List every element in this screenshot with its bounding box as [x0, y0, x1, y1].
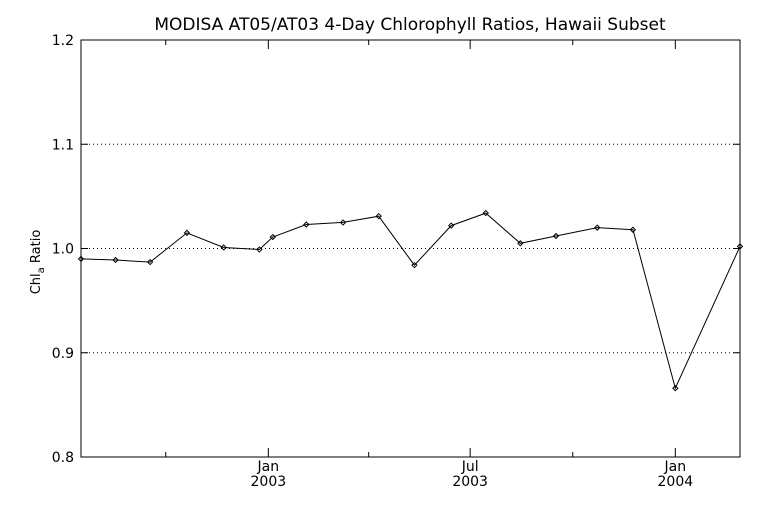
- data-point: [594, 224, 601, 231]
- grid: [81, 143, 740, 354]
- data-point: [517, 240, 524, 247]
- data-point: [303, 221, 310, 228]
- data-point: [220, 244, 227, 251]
- data-point: [552, 232, 560, 240]
- y-tick-label: 1.2: [52, 33, 74, 49]
- x-tick-year-label: 2003: [251, 474, 287, 490]
- data-point: [672, 384, 679, 392]
- data-point: [256, 246, 263, 253]
- y-ticks: 0.8 0.9 1.0 1.1 1.2: [52, 33, 740, 466]
- data-point: [736, 243, 744, 250]
- data-point: [77, 255, 85, 263]
- x-tick-year-label: 2003: [452, 474, 488, 490]
- y-axis-label-main: Chl: [29, 273, 44, 294]
- data-point: [629, 226, 637, 233]
- x-tick-month-label: Jan: [257, 459, 280, 475]
- series: [77, 209, 744, 392]
- y-tick-label: 0.8: [52, 450, 74, 466]
- data-point: [339, 219, 347, 226]
- y-tick-label: 1.1: [52, 137, 74, 153]
- svg-text:Chla Ratio: Chla Ratio: [29, 230, 47, 295]
- data-point: [112, 256, 119, 264]
- x-tick-year-label: 2004: [658, 474, 694, 490]
- chart-title: MODISA AT05/AT03 4-Day Chlorophyll Ratio…: [154, 15, 666, 35]
- y-tick-label: 1.0: [52, 242, 74, 258]
- y-tick-label: 0.9: [52, 346, 74, 362]
- data-point: [482, 209, 489, 217]
- x-tick-month-label: Jan: [664, 459, 687, 475]
- data-point: [375, 212, 382, 220]
- data-point: [146, 258, 154, 266]
- data-point: [183, 229, 191, 237]
- y-axis-label: Chla Ratio: [29, 230, 47, 295]
- y-axis-label-subscript: a: [36, 267, 47, 273]
- data-point: [447, 222, 455, 229]
- data-point: [411, 261, 418, 269]
- series-line: [80, 212, 741, 390]
- y-axis-label-suffix: Ratio: [29, 230, 44, 268]
- data-point: [269, 233, 276, 241]
- x-tick-month-label: Jul: [461, 459, 479, 475]
